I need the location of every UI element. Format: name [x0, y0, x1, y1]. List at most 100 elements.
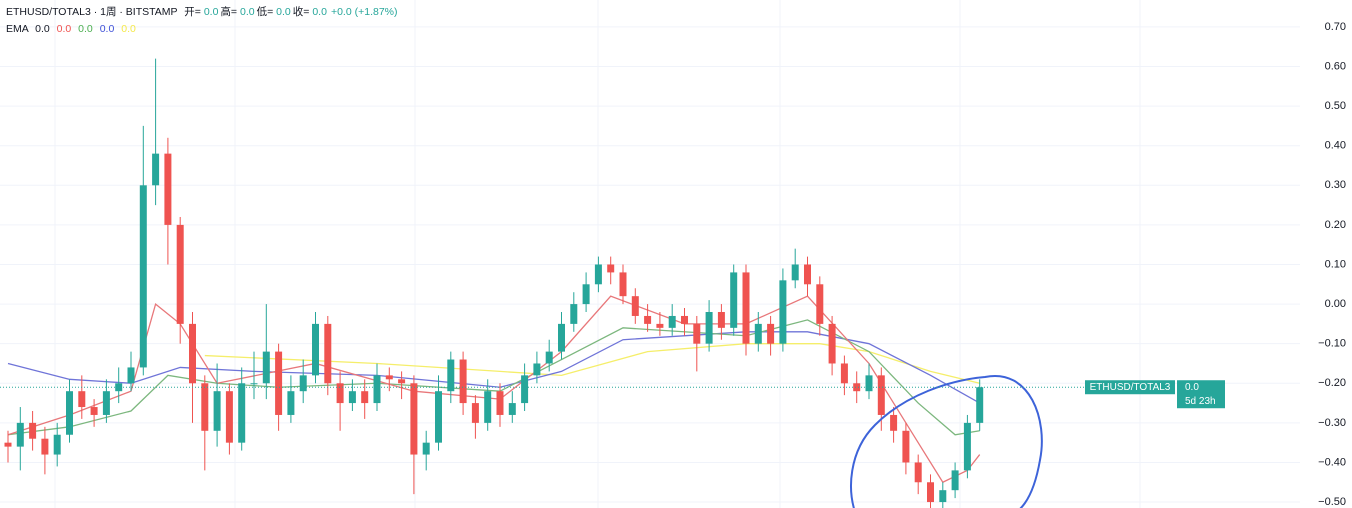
candle-body [545, 351, 553, 364]
candle-body [791, 264, 799, 281]
candle-body [877, 375, 885, 415]
y-tick-label: 0.60 [1325, 60, 1346, 72]
candle-body [914, 462, 922, 483]
legend-value: 0.0 [204, 6, 219, 18]
candle-body [730, 272, 738, 328]
candle-body [816, 284, 824, 324]
candle-body [312, 323, 319, 376]
candle-body [558, 323, 565, 352]
candle-body [152, 153, 160, 186]
legend-label: 收= [293, 5, 310, 18]
candle-body [828, 323, 836, 364]
candle-body [102, 391, 110, 415]
candle-body [435, 391, 442, 443]
candle-body [459, 359, 467, 404]
y-tick-label: 0.10 [1325, 258, 1346, 270]
candle-body [804, 264, 811, 285]
candle-body [66, 391, 73, 435]
candles [4, 58, 984, 508]
candle-body [951, 470, 959, 491]
candle-body [742, 272, 750, 344]
candle-body [717, 312, 725, 328]
candle-body [238, 383, 246, 443]
candle-body [840, 363, 848, 384]
y-tick-label: 0.30 [1325, 179, 1346, 191]
candle-body [127, 367, 135, 384]
candle-body [410, 383, 418, 455]
candle-body [570, 304, 578, 324]
candle-body [299, 375, 307, 392]
legend-value: 0.0 [276, 6, 291, 18]
ema-line [204, 343, 980, 384]
candle-body [631, 296, 639, 316]
candle-body [853, 383, 861, 392]
candle-body [471, 403, 479, 423]
price-value: 0.0 [1185, 382, 1199, 393]
candle-body [348, 391, 356, 404]
ema-label: EMA [6, 23, 29, 35]
candle-body [508, 403, 516, 415]
candle-body [681, 315, 688, 324]
candle-body [939, 490, 947, 503]
symbol-tag [1085, 380, 1175, 395]
candle-body [324, 323, 332, 384]
candle-body [422, 442, 430, 455]
candle-body [398, 379, 406, 384]
ema-value: 0.0 [35, 23, 50, 35]
candle-body [176, 224, 184, 324]
candle-body [189, 323, 196, 384]
horizontal-grid [0, 26, 1300, 503]
ema-legend: EMA 0.0 0.0 0.0 0.0 0.0 [6, 23, 136, 35]
candle-body [164, 153, 172, 225]
candle-body [16, 422, 24, 447]
candle-body [447, 359, 455, 392]
y-tick-label: 0.40 [1325, 140, 1346, 152]
candle-body [78, 391, 86, 408]
candle-body [693, 323, 701, 344]
chart-title: ETHUSD/TOTAL3 · 1周 · BITSTAMP 开= 0.0 高= 0… [6, 5, 398, 18]
candle-body [767, 323, 775, 344]
candle-body [754, 323, 762, 344]
candle-body [484, 391, 492, 423]
candle-body [607, 264, 615, 273]
ema-value: 0.0 [78, 23, 93, 35]
price-axis: 0.70 0.60 0.50 0.40 0.30 0.20 0.10 0.00 −0.10 −0.… [1318, 21, 1346, 508]
change: +0.0 (+1.87%) [331, 6, 398, 18]
legend-label: 低= [257, 5, 274, 18]
ema-value: 0.0 [57, 23, 72, 35]
candle-body [496, 391, 504, 415]
annotation-ellipse [850, 374, 1043, 508]
candle-body [582, 284, 590, 305]
candle-body [201, 383, 209, 431]
candle-body [115, 383, 123, 392]
candle-body [902, 430, 910, 463]
candle-body [225, 391, 233, 443]
price-box [1177, 380, 1225, 409]
candle-body [139, 185, 147, 368]
symbol-label: ETHUSD/TOTAL3 [1090, 382, 1171, 393]
candle-body [53, 434, 61, 455]
legend-label: 开= [184, 6, 201, 18]
ema-value: 0.0 [100, 23, 115, 35]
candle-body [385, 375, 393, 380]
candle-body [927, 482, 934, 503]
candle-body [90, 407, 98, 415]
price-tag: ETHUSD/TOTAL3 0.0 5d 23h [0, 380, 1225, 409]
candle-body [890, 414, 898, 431]
candle-body [262, 351, 270, 384]
candle-body [644, 315, 652, 324]
candle-body [533, 363, 541, 376]
legend-value: 0.0 [312, 6, 327, 18]
candle-body [976, 387, 984, 423]
candle-body [250, 383, 258, 385]
candle-body [287, 391, 295, 415]
vertical-grid [54, 0, 1141, 508]
candle-body [521, 375, 529, 404]
legend-value: 0.0 [240, 6, 255, 18]
candle-body [29, 422, 37, 439]
y-tick-label: 0.50 [1325, 100, 1346, 112]
candle-body [668, 315, 676, 328]
y-tick-label: −0.30 [1318, 417, 1346, 429]
y-tick-label: −0.50 [1318, 496, 1346, 508]
